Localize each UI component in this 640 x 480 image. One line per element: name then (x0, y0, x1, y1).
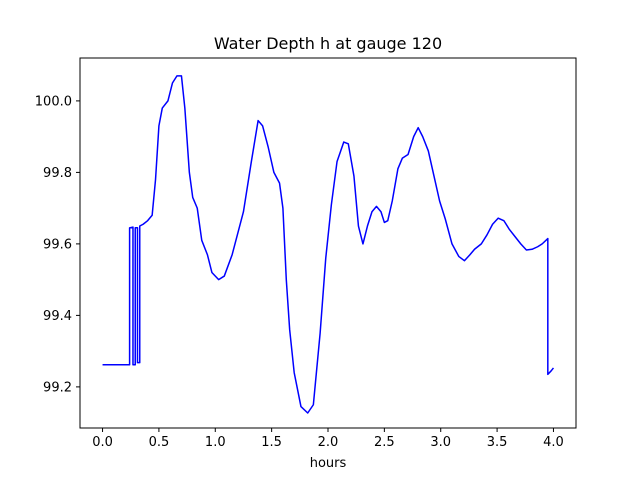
x-axis: 0.0 0.5 1.0 1.5 2.0 2.5 3.0 3.5 4.0 (92, 428, 564, 450)
y-tick-label: 100.0 (35, 94, 72, 109)
x-axis-label: hours (310, 456, 347, 471)
y-axis: 99.2 99.4 99.6 99.8 100.0 (35, 94, 80, 395)
data-line-series (102, 75, 555, 414)
y-tick-label: 99.2 (43, 380, 72, 395)
x-tick-label: 3.5 (487, 435, 508, 450)
x-tick-label: 0.5 (149, 435, 170, 450)
y-tick-label: 99.8 (43, 166, 72, 181)
x-tick-label: 3.0 (430, 435, 451, 450)
x-tick-label: 1.0 (205, 435, 226, 450)
plot-area (102, 75, 555, 414)
x-tick-label: 4.0 (543, 435, 564, 450)
x-tick-label: 0.0 (92, 435, 113, 450)
y-tick-label: 99.4 (43, 309, 72, 324)
x-tick-label: 2.0 (318, 435, 339, 450)
x-tick-label: 1.5 (261, 435, 282, 450)
y-tick-label: 99.6 (43, 237, 72, 252)
x-tick-label: 2.5 (374, 435, 395, 450)
chart-title: Water Depth h at gauge 120 (214, 34, 442, 53)
